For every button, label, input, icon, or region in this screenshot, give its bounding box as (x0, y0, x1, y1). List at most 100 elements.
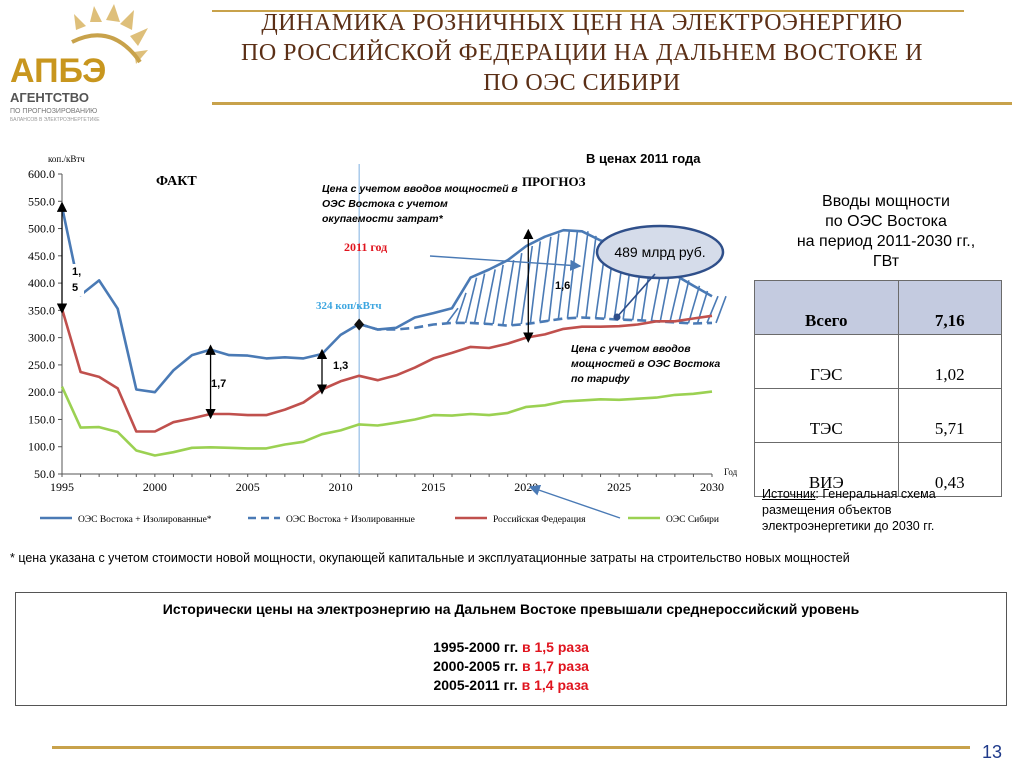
chart-title: В ценах 2011 года (586, 151, 701, 166)
hatch-line (492, 264, 504, 325)
source-text: : Генеральная схема размещения объектов … (762, 487, 936, 533)
legend-label-3: ОЭС Сибири (666, 514, 719, 525)
capacity-heading-line-4: ГВт (872, 253, 900, 270)
summary-row: 2005-2011 гг. в 1,4 раза (16, 676, 1006, 695)
hatch-line (585, 235, 597, 318)
year-2011-label: 2011 год (344, 240, 388, 254)
series-line-3 (60, 386, 713, 457)
hatch-line (473, 273, 486, 324)
row-label: Всего (754, 280, 899, 335)
apbe-logo: АПБЭ АГЕНТСТВО ПО ПРОГНОЗИРОВАНИЮ БАЛАНС… (2, 2, 148, 138)
x-tick-label: 2015 (421, 480, 445, 494)
y-tick-label: 350.0 (28, 303, 55, 317)
summary-box: Исторически цены на электроэнергию на Да… (15, 592, 1007, 706)
title-line-2: ПО РОССИЙСКОЙ ФЕДЕРАЦИИ НА ДАЛЬНЕМ ВОСТО… (240, 40, 924, 66)
capacity-heading-line-3: на период 2011-2030 гг., (796, 233, 976, 250)
hatch-line (678, 280, 690, 323)
callout-payback-arrow (429, 255, 582, 271)
ratio-1995: 1,5 (72, 264, 84, 296)
y-axis-unit: коп./кВтч (48, 154, 85, 164)
source-note: Источник: Генеральная схема размещения о… (762, 486, 1002, 534)
price-chart: 50.0 100.0 150.0 200.0 250.0 300.0 350.0 400.0 4… (28, 164, 727, 525)
hatch-line (501, 260, 515, 326)
y-tick-label: 250.0 (28, 358, 55, 372)
row-value: 0,43 (897, 442, 1003, 497)
y-tick-label: 600.0 (28, 167, 55, 181)
bubble-pointer (616, 273, 656, 318)
summary-period: 1995-2000 гг. (433, 639, 522, 655)
page-number: 13 (982, 742, 1003, 762)
table-row: Всего 7,16 (754, 280, 1003, 335)
title-rule-bottom (212, 102, 1012, 105)
y-tick-label: 150.0 (28, 412, 55, 426)
hatch-line (706, 295, 719, 324)
source-label: Источник (762, 487, 816, 501)
summary-title: Исторически цены на электроэнергию на Да… (162, 601, 860, 617)
callout-tariff-arrow (528, 484, 621, 519)
legend-label-1: ОЭС Востока + Изолированные (286, 515, 415, 525)
summary-row: 2000-2005 гг. в 1,7 раза (16, 657, 1006, 676)
hatch-line (669, 274, 682, 323)
x-tick-label: 2030 (700, 480, 724, 494)
bubble-shape (595, 224, 725, 280)
x-tick-label: 2020 (514, 480, 538, 494)
x-axis-label: Год (724, 467, 738, 477)
hatch-line (557, 230, 571, 319)
logo-wordmark: АПБЭ (10, 52, 106, 90)
x-tick-label: 2010 (329, 480, 353, 494)
y-tick-label: 550.0 (28, 194, 55, 208)
summary-period: 2000-2005 гг. (433, 658, 522, 674)
ratio-2009: 1,3 (333, 360, 349, 372)
hatch-line (520, 245, 534, 325)
row-value: 5,71 (897, 388, 1003, 443)
legend-label-0: ОЭС Востока + Изолированные* (78, 515, 212, 525)
page-title: ДИНАМИКА РОЗНИЧНЫХ ЦЕН НА ЭЛЕКТРОЭНЕРГИЮ… (150, 8, 1014, 98)
footer-rule (52, 746, 970, 749)
summary-factor: в 1,7 раза (521, 658, 589, 674)
bubble-dot (613, 313, 621, 321)
x-tick-label: 1995 (50, 480, 74, 494)
hatch-line (455, 292, 467, 324)
table-row: ТЭС 5,71 (754, 388, 1003, 443)
y-tick-label: 50.0 (34, 467, 55, 481)
y-tick-label: 200.0 (28, 385, 55, 399)
capacity-heading: Вводы мощности по ОЭС Востока на период … (755, 192, 1017, 272)
section-forecast: ПРОГНОЗ (522, 174, 586, 189)
row-value: 1,02 (897, 334, 1003, 389)
bubble-text: 489 млрд руб. (614, 244, 705, 260)
row-label: ВИЭ (754, 442, 899, 497)
hatch-line (548, 233, 560, 322)
y-tick-label: 450.0 (28, 249, 55, 263)
logo-sub1: АГЕНТСТВО (10, 90, 89, 105)
callout-tariff: Цена с учетом вводов мощностей в ОЭС Вос… (571, 343, 721, 385)
x-tick-label: 2005 (236, 480, 260, 494)
y-tick-label: 100.0 (28, 440, 55, 454)
summary-factor: в 1,5 раза (521, 639, 589, 655)
table-row: ВИЭ 0,43 (754, 442, 1003, 497)
price-2011-marker (354, 318, 365, 331)
title-line-3: ПО ОЭС СИБИРИ (483, 70, 681, 96)
capacity-heading-line-1: Вводы мощности (822, 193, 950, 210)
hatch-line (576, 231, 589, 318)
hatch-line (483, 269, 496, 325)
row-label: ГЭС (754, 334, 899, 389)
footnote: * цена указана с учетом стоимости новой … (10, 551, 850, 565)
ratio-2003: 1,7 (211, 378, 227, 390)
row-value: 7,16 (897, 280, 1003, 335)
hatch-line (715, 295, 727, 324)
legend-label-2: Российская Федерация (493, 514, 586, 525)
hatch-line (510, 252, 523, 326)
y-tick-label: 300.0 (28, 331, 55, 345)
capacity-table: Всего 7,16 ГЭС 1,02 ТЭС 5,71 ВИЭ 0,43 (754, 280, 1003, 497)
title-rule-top (212, 10, 964, 12)
series-line-2 (60, 308, 713, 433)
price-2011-label: 324 коп/кВтч (316, 300, 382, 312)
ratio-2020: 1,6 (555, 280, 571, 292)
x-tick-label: 2000 (143, 480, 167, 494)
hatch-line (566, 230, 579, 319)
hatch-line (446, 307, 459, 324)
hatch-line (687, 285, 701, 324)
summary-period: 2005-2011 гг. (433, 677, 522, 693)
x-tick-label: 2025 (607, 480, 631, 494)
logo-sub2: ПО ПРОГНОЗИРОВАНИЮ (10, 108, 97, 115)
